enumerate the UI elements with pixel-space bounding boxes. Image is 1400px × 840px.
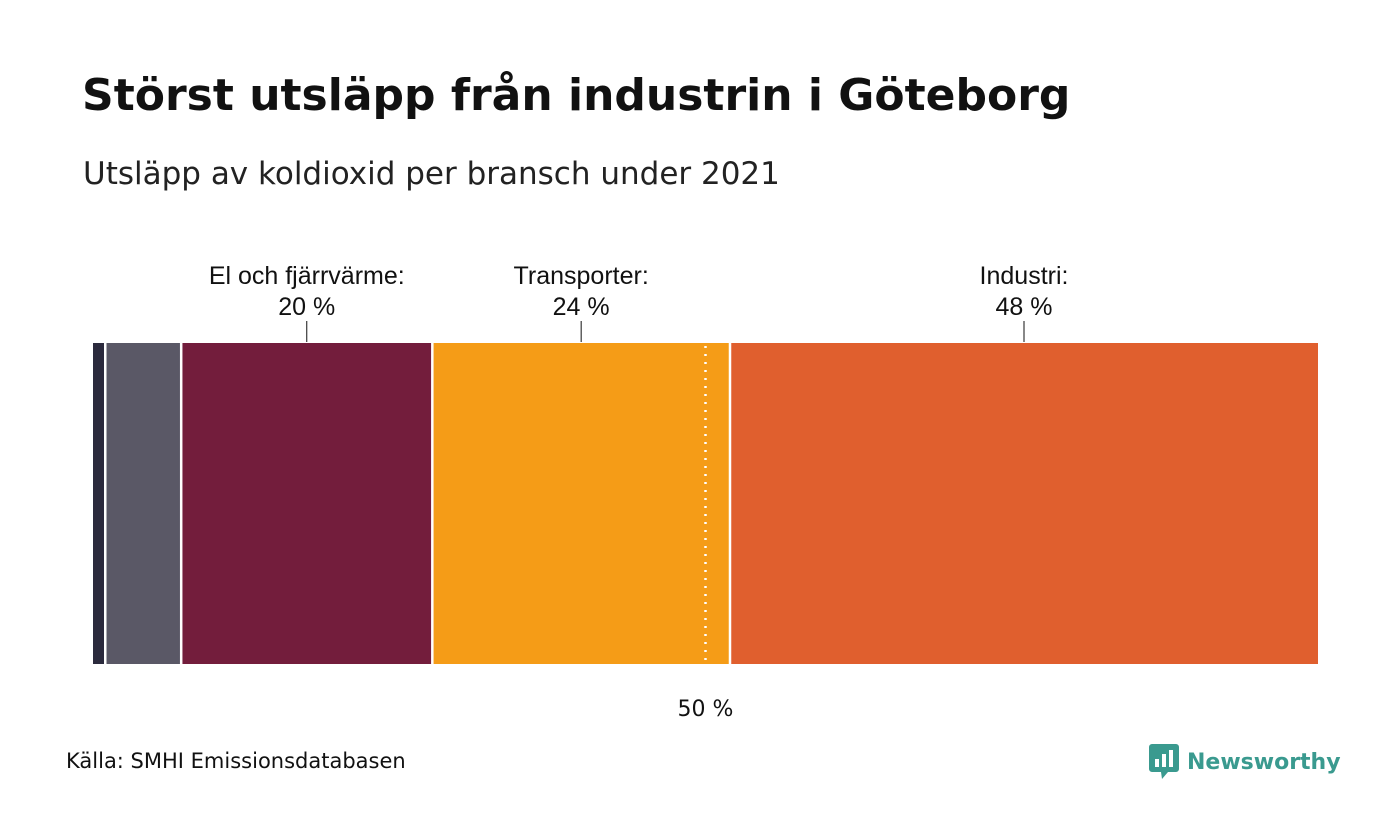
bar-segment-1 <box>105 343 182 664</box>
newsworthy-logo-icon <box>1149 744 1179 779</box>
segment-value-label-3: 24 % <box>553 293 610 321</box>
brand-name: Newsworthy <box>1187 749 1341 775</box>
bar-segment-2 <box>181 343 433 664</box>
reference-label: 50 % <box>678 697 734 722</box>
brand-logo: Newsworthy <box>1149 744 1341 780</box>
segment-value-label-4: 48 % <box>996 293 1053 321</box>
segment-label-3: Transporter: <box>514 262 649 290</box>
segment-label-2: El och fjärrvärme: <box>209 262 405 290</box>
chart-subtitle: Utsläpp av koldioxid per bransch under 2… <box>83 156 780 192</box>
chart-title: Störst utsläpp från industrin i Göteborg <box>82 70 1071 121</box>
source-note: Källa: SMHI Emissionsdatabasen <box>66 749 406 773</box>
bar-segment-4 <box>730 343 1318 664</box>
bar-segment-3 <box>432 343 730 664</box>
bar-segment-0 <box>93 343 106 664</box>
segment-value-label-2: 20 % <box>278 293 335 321</box>
segment-label-4: Industri: <box>980 262 1069 290</box>
